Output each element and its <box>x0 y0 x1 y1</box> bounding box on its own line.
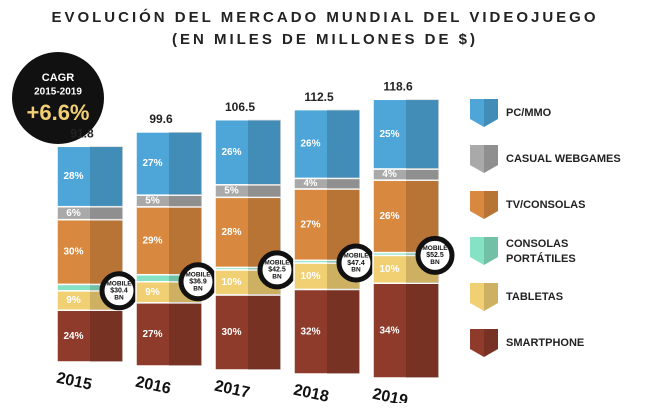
bar-segment <box>214 118 282 186</box>
bar-segment <box>135 206 203 276</box>
chart-subtitle: (EN MILES DE MILLONES DE $) <box>172 31 478 48</box>
bar-segment <box>293 108 361 180</box>
legend-label: TABLETAS <box>506 291 563 303</box>
segment-label: 10% <box>300 271 320 282</box>
segment-label: 5% <box>145 196 160 207</box>
legend-swatch <box>470 191 498 219</box>
mobile-unit: BN <box>114 295 124 302</box>
legend-swatch <box>470 237 498 265</box>
segment-label: 28% <box>221 227 241 238</box>
legend-swatch-shade <box>484 145 498 173</box>
mobile-title: MOBILE <box>343 253 369 260</box>
segment-label: 32% <box>300 326 320 337</box>
mobile-badge <box>415 235 455 275</box>
total-label: 106.5 <box>225 100 255 114</box>
legend-swatch-shade <box>484 329 498 357</box>
total-label: 118.6 <box>383 79 413 93</box>
segment-label: 24% <box>63 331 83 342</box>
segment-label: 27% <box>300 219 320 230</box>
mobile-unit: BN <box>272 274 282 281</box>
cagr-circle <box>12 52 104 144</box>
legend-label: CONSOLAS PORTÁTILES <box>506 238 576 265</box>
legend-swatch <box>470 283 498 311</box>
legend-swatch-shade <box>484 99 498 127</box>
segment-label: 4% <box>382 169 397 180</box>
legend-label: CASUAL WEBGAMES <box>506 153 621 165</box>
mobile-title: MOBILE <box>106 281 132 288</box>
segment-label: 29% <box>142 235 162 246</box>
bar-segment <box>56 145 124 208</box>
total-label: 91.8 <box>70 126 94 140</box>
bar-segment <box>372 282 440 379</box>
cagr-value: +6.6% <box>27 100 90 125</box>
segment-label: 30% <box>221 327 241 338</box>
segment-label: 10% <box>379 264 399 275</box>
legend-label: SMARTPHONE <box>506 337 584 349</box>
legend-swatch <box>470 145 498 173</box>
cagr-badge: CAGR 2015-2019 +6.6% <box>12 52 104 144</box>
bar-segment <box>372 98 440 170</box>
cagr-period: 2015-2019 <box>34 87 82 98</box>
segment-label: 27% <box>142 158 162 169</box>
segment-label: 6% <box>66 208 81 219</box>
legend-label: TV/CONSOLAS <box>506 199 585 211</box>
segment-label: 10% <box>221 277 241 288</box>
total-label: 112.5 <box>304 90 334 104</box>
segment-label: 27% <box>142 329 162 340</box>
segment-label: 26% <box>300 139 320 150</box>
legend-swatch <box>470 99 498 127</box>
cagr-label: CAGR <box>42 72 74 84</box>
total-label: 99.6 <box>149 112 173 126</box>
mobile-title: MOBILE <box>422 245 448 252</box>
mobile-value: $36.9 <box>189 279 207 286</box>
segment-label: 9% <box>145 287 160 298</box>
segment-label: 25% <box>379 129 399 140</box>
mobile-unit: BN <box>193 285 203 292</box>
segment-label: 9% <box>66 295 81 306</box>
segment-label: 30% <box>63 247 83 258</box>
legend-swatch <box>470 329 498 357</box>
segment-label: 5% <box>224 186 239 197</box>
legend-label: PC/MMO <box>506 107 552 119</box>
segment-label: 26% <box>379 211 399 222</box>
mobile-value: $30.4 <box>110 288 128 295</box>
bar-segment <box>135 302 203 367</box>
segment-label: 4% <box>304 178 318 189</box>
mobile-unit: BN <box>430 259 440 266</box>
mobile-unit: BN <box>351 267 361 274</box>
legend-swatch-shade <box>484 283 498 311</box>
bar-segment <box>214 294 282 371</box>
mobile-title: MOBILE <box>264 260 290 267</box>
segment-label: 28% <box>63 171 83 182</box>
bar-segment <box>135 131 203 196</box>
mobile-title: MOBILE <box>185 271 211 278</box>
x-tick-label: 2019 <box>371 386 409 403</box>
segment-label: 26% <box>221 147 241 158</box>
mobile-value: $47.4 <box>347 260 365 267</box>
segment-label: 34% <box>379 325 399 336</box>
mobile-value: $42.5 <box>268 267 286 274</box>
mobile-value: $52.5 <box>426 252 444 259</box>
chart-title: EVOLUCIÓN DEL MERCADO MUNDIAL DEL VIDEOJ… <box>51 8 598 26</box>
legend-swatch-shade <box>484 191 498 219</box>
legend-swatch-shade <box>484 237 498 265</box>
